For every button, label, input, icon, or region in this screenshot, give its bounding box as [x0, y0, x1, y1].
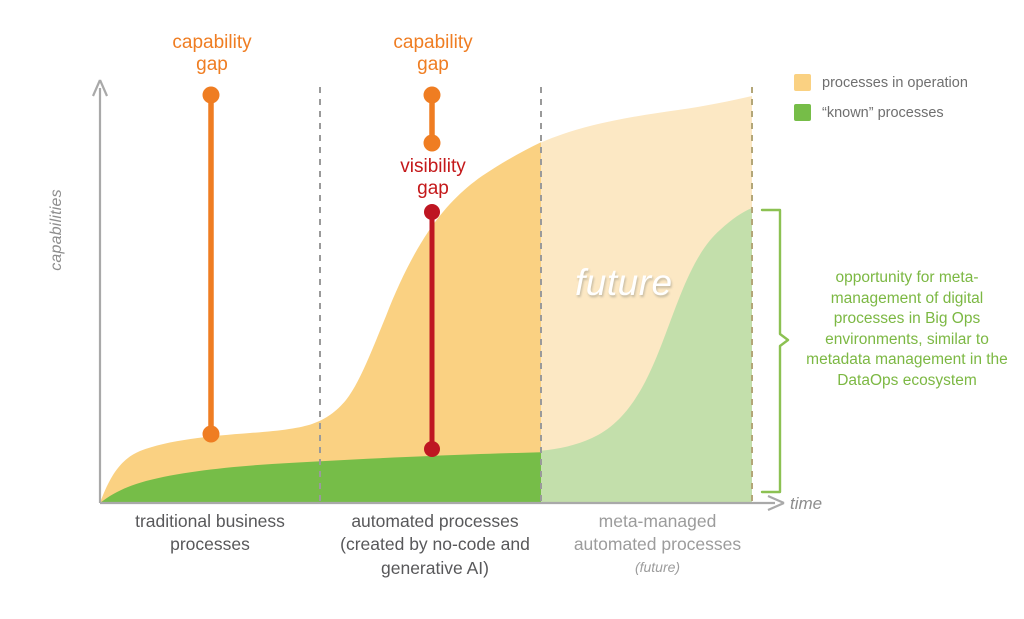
category-label-meta-managed: meta-managed automated processes (future…: [570, 510, 745, 576]
future-watermark: future: [575, 262, 673, 303]
capability-gap-2-label-line1: capability: [393, 32, 473, 53]
square-swatch-icon: [794, 104, 811, 121]
capability-gap-2-top-dot: [423, 86, 441, 104]
legend-item-processes-in-operation: processes in operation: [794, 69, 1014, 96]
opportunity-bracket: [760, 208, 790, 494]
capability-gap-1-bottom-dot: [202, 425, 220, 443]
legend: processes in operation “known” processes: [794, 69, 1014, 129]
visibility-gap-label: visibility gap: [368, 156, 498, 200]
visibility-gap-top-dot: [424, 204, 440, 220]
capability-gap-1-top-dot: [202, 86, 220, 104]
opportunity-note: opportunity for meta-management of digit…: [806, 269, 1008, 390]
capability-gap-1-label-line1: capability: [172, 32, 252, 53]
y-axis-label: capabilities: [48, 189, 65, 271]
area-known-processes-present: [100, 452, 541, 503]
capability-gap-1-label-line2: gap: [196, 54, 228, 76]
legend-item-label: “known” processes: [822, 104, 944, 121]
legend-item-known-processes: “known” processes: [794, 99, 1014, 126]
visibility-gap-label-line2: gap: [417, 178, 449, 200]
category-label-meta-managed-main: meta-managed automated processes: [573, 511, 742, 555]
area-known-processes-future: [541, 208, 752, 503]
category-label-traditional: traditional business processes: [135, 511, 285, 555]
square-swatch-icon: [794, 74, 811, 91]
capability-gap-2-label-line2: gap: [417, 54, 449, 76]
capability-gap-1-label: capability gap: [147, 32, 277, 76]
capability-gap-2-bottom-dot: [423, 134, 441, 152]
category-label-meta-managed-sub: (future): [634, 558, 681, 575]
category-label-automated: automated processes (created by no-code …: [340, 511, 530, 578]
y-axis-arrowhead: [91, 79, 109, 97]
capability-gap-2-label: capability gap: [368, 32, 498, 76]
visibility-gap-label-line1: visibility: [400, 156, 466, 177]
legend-item-label: processes in operation: [822, 74, 968, 91]
visibility-gap-bottom-dot: [424, 441, 440, 457]
x-axis-arrowhead: [767, 494, 785, 512]
x-axis-label: time: [790, 494, 823, 513]
